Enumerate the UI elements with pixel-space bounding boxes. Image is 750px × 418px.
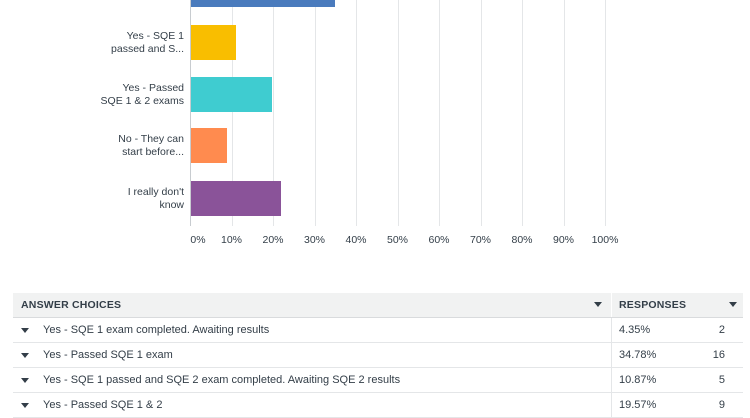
gridline [439, 0, 440, 226]
response-percent: 34.78% [619, 349, 657, 361]
x-tick-label: 0% [190, 234, 206, 246]
x-tick-label: 20% [262, 234, 284, 246]
expand-row-icon[interactable] [21, 328, 29, 333]
response-percent: 19.57% [619, 399, 657, 411]
column-separator [611, 368, 612, 392]
response-count: 9 [718, 399, 725, 411]
x-tick-label: 50% [386, 234, 409, 246]
gridline [231, 0, 233, 226]
bar[interactable] [191, 181, 282, 216]
gridline [522, 0, 523, 226]
category-label-line: start before... [122, 145, 184, 158]
table-body: Yes - SQE 1 exam completed. Awaiting res… [13, 318, 743, 418]
bar[interactable] [191, 77, 273, 112]
gridline [563, 0, 565, 226]
category-label-line: I really don't [127, 185, 184, 198]
category-label: I really don't know [4, 186, 184, 212]
category-label-line: Yes - Passed [122, 81, 184, 94]
category-label-line: know [159, 198, 184, 211]
x-tick-label: 70% [469, 234, 492, 246]
category-label-line: passed and S... [111, 42, 184, 55]
table-row[interactable]: Yes - Passed SQE 1 & 2 19.57% 9 [13, 393, 743, 418]
x-tick-label: 90% [552, 234, 575, 246]
expand-row-icon[interactable] [21, 403, 29, 408]
category-label: Yes - Passed SQE 1 & 2 exams [4, 82, 184, 108]
category-label: Yes - SQE 1 passed and S... [4, 30, 184, 56]
expand-row-icon[interactable] [21, 378, 29, 383]
table-header: ANSWER CHOICES RESPONSES [13, 293, 743, 318]
table-row[interactable]: Yes - SQE 1 passed and SQE 2 exam comple… [13, 368, 743, 393]
bar[interactable] [191, 128, 228, 163]
response-count: 2 [718, 324, 725, 336]
answer-choice-text: Yes - Passed SQE 1 & 2 [43, 399, 163, 411]
sort-answer-choices-icon[interactable] [594, 302, 602, 307]
category-label: No - They can start before... [4, 133, 184, 159]
response-count: 5 [718, 374, 725, 386]
horizontal-bar-chart: 0% 10% 20% 30% 40% 50% 60% 70% 80% 90% 100% Yes - S… [4, 0, 619, 246]
column-separator [611, 393, 612, 417]
gridline [356, 0, 357, 226]
column-separator [611, 318, 612, 342]
response-count: 16 [712, 349, 725, 361]
answer-choices-table: ANSWER CHOICES RESPONSES Yes - SQE 1 exa… [13, 293, 743, 418]
answer-choice-text: Yes - SQE 1 passed and SQE 2 exam comple… [43, 374, 401, 386]
category-label-line: SQE 1 & 2 exams [100, 94, 184, 107]
bar[interactable] [191, 25, 237, 60]
category-label-line: No - They can [118, 132, 184, 145]
y-axis-line [190, 0, 191, 226]
expand-row-icon[interactable] [21, 353, 29, 358]
sort-responses-icon[interactable] [729, 302, 737, 307]
answer-choice-text: Yes - SQE 1 exam completed. Awaiting res… [43, 324, 270, 336]
bar[interactable] [191, 0, 336, 7]
category-label-line: Yes - SQE 1 [126, 29, 184, 42]
column-separator [611, 343, 612, 367]
table-row[interactable]: Yes - Passed SQE 1 exam 34.78% 16 [13, 343, 743, 368]
response-percent: 4.35% [619, 324, 651, 336]
responses-header[interactable]: RESPONSES [619, 299, 687, 311]
x-tick-label: 100% [591, 234, 619, 246]
gridline [273, 0, 274, 226]
gridline [397, 0, 399, 226]
answer-choices-header[interactable]: ANSWER CHOICES [21, 299, 122, 311]
response-percent: 10.87% [619, 374, 657, 386]
gridline [480, 0, 482, 226]
x-tick-label: 30% [303, 234, 326, 246]
x-tick-label: 80% [511, 234, 533, 246]
table-row[interactable]: Yes - SQE 1 exam completed. Awaiting res… [13, 318, 743, 343]
gridline [605, 0, 606, 226]
answer-choice-text: Yes - Passed SQE 1 exam [43, 349, 173, 361]
x-tick-label: 40% [345, 234, 367, 246]
column-separator [611, 293, 612, 317]
x-tick-label: 60% [428, 234, 450, 246]
x-tick-label: 10% [220, 234, 243, 246]
gridline [314, 0, 316, 226]
